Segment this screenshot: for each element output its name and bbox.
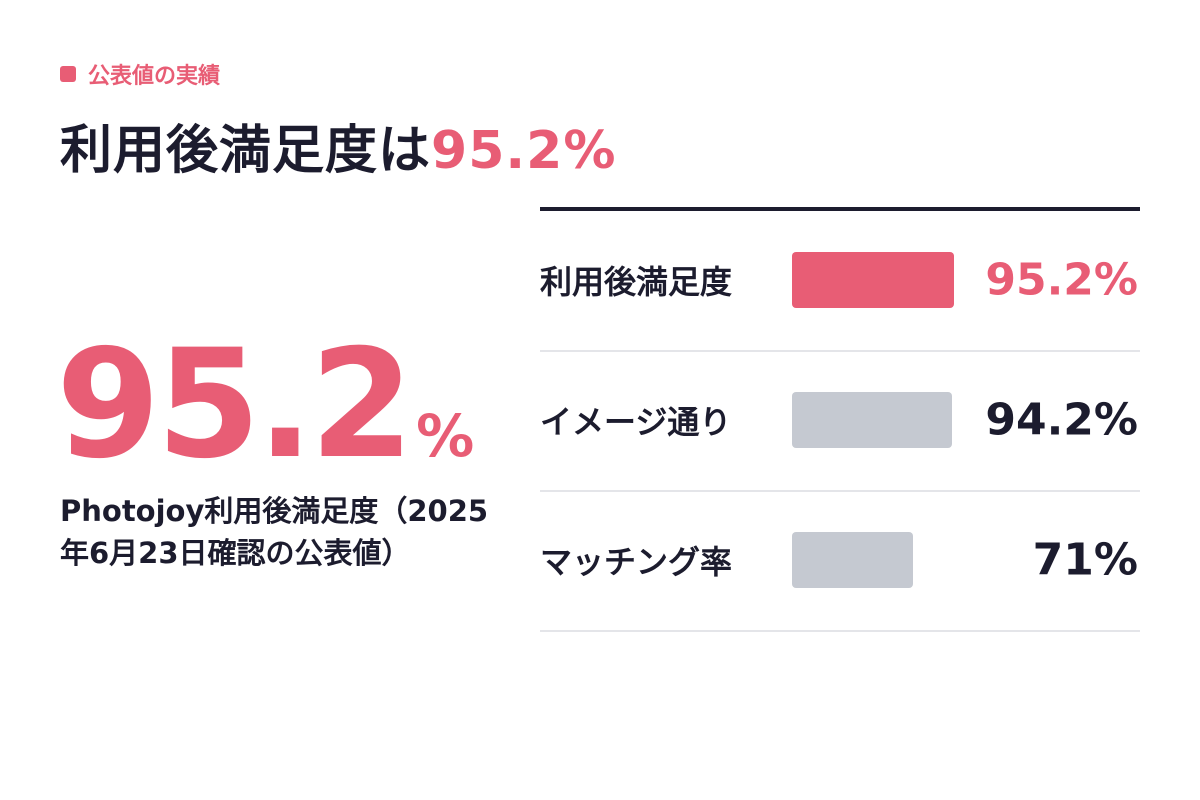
value-label: 95.2% — [985, 254, 1138, 306]
row-separator — [540, 350, 1140, 352]
kicker-dot — [60, 66, 76, 82]
hero-figure: 95.2% — [56, 318, 474, 492]
kicker: 公表値の実績 — [60, 58, 220, 90]
chart: 利用後満足度 95.2% イメージ通り 94.2% マッチング率 71% — [540, 207, 1140, 637]
top-rule — [540, 207, 1140, 211]
hero-value: 95.2 — [56, 318, 414, 492]
hero-caption: Photojoy利用後満足度（2025年6月23日確認の公表値） — [60, 494, 489, 571]
category-label: イメージ通り — [540, 403, 732, 441]
category-label: マッチング率 — [540, 543, 733, 581]
row-separator — [540, 630, 1140, 632]
bar — [792, 252, 954, 308]
title-text: 利用後満足度は — [60, 121, 432, 181]
bar — [792, 392, 953, 448]
value-label: 71% — [1032, 534, 1138, 586]
hero-unit: % — [416, 402, 475, 470]
category-label: 利用後満足度 — [540, 263, 733, 301]
bar — [792, 532, 913, 588]
row-separator — [540, 490, 1140, 492]
title-highlight: 95.2% — [431, 121, 617, 181]
title: 利用後満足度は95.2% — [60, 108, 616, 183]
kicker-text: 公表値の実績 — [88, 64, 221, 89]
value-label: 94.2% — [985, 394, 1138, 446]
